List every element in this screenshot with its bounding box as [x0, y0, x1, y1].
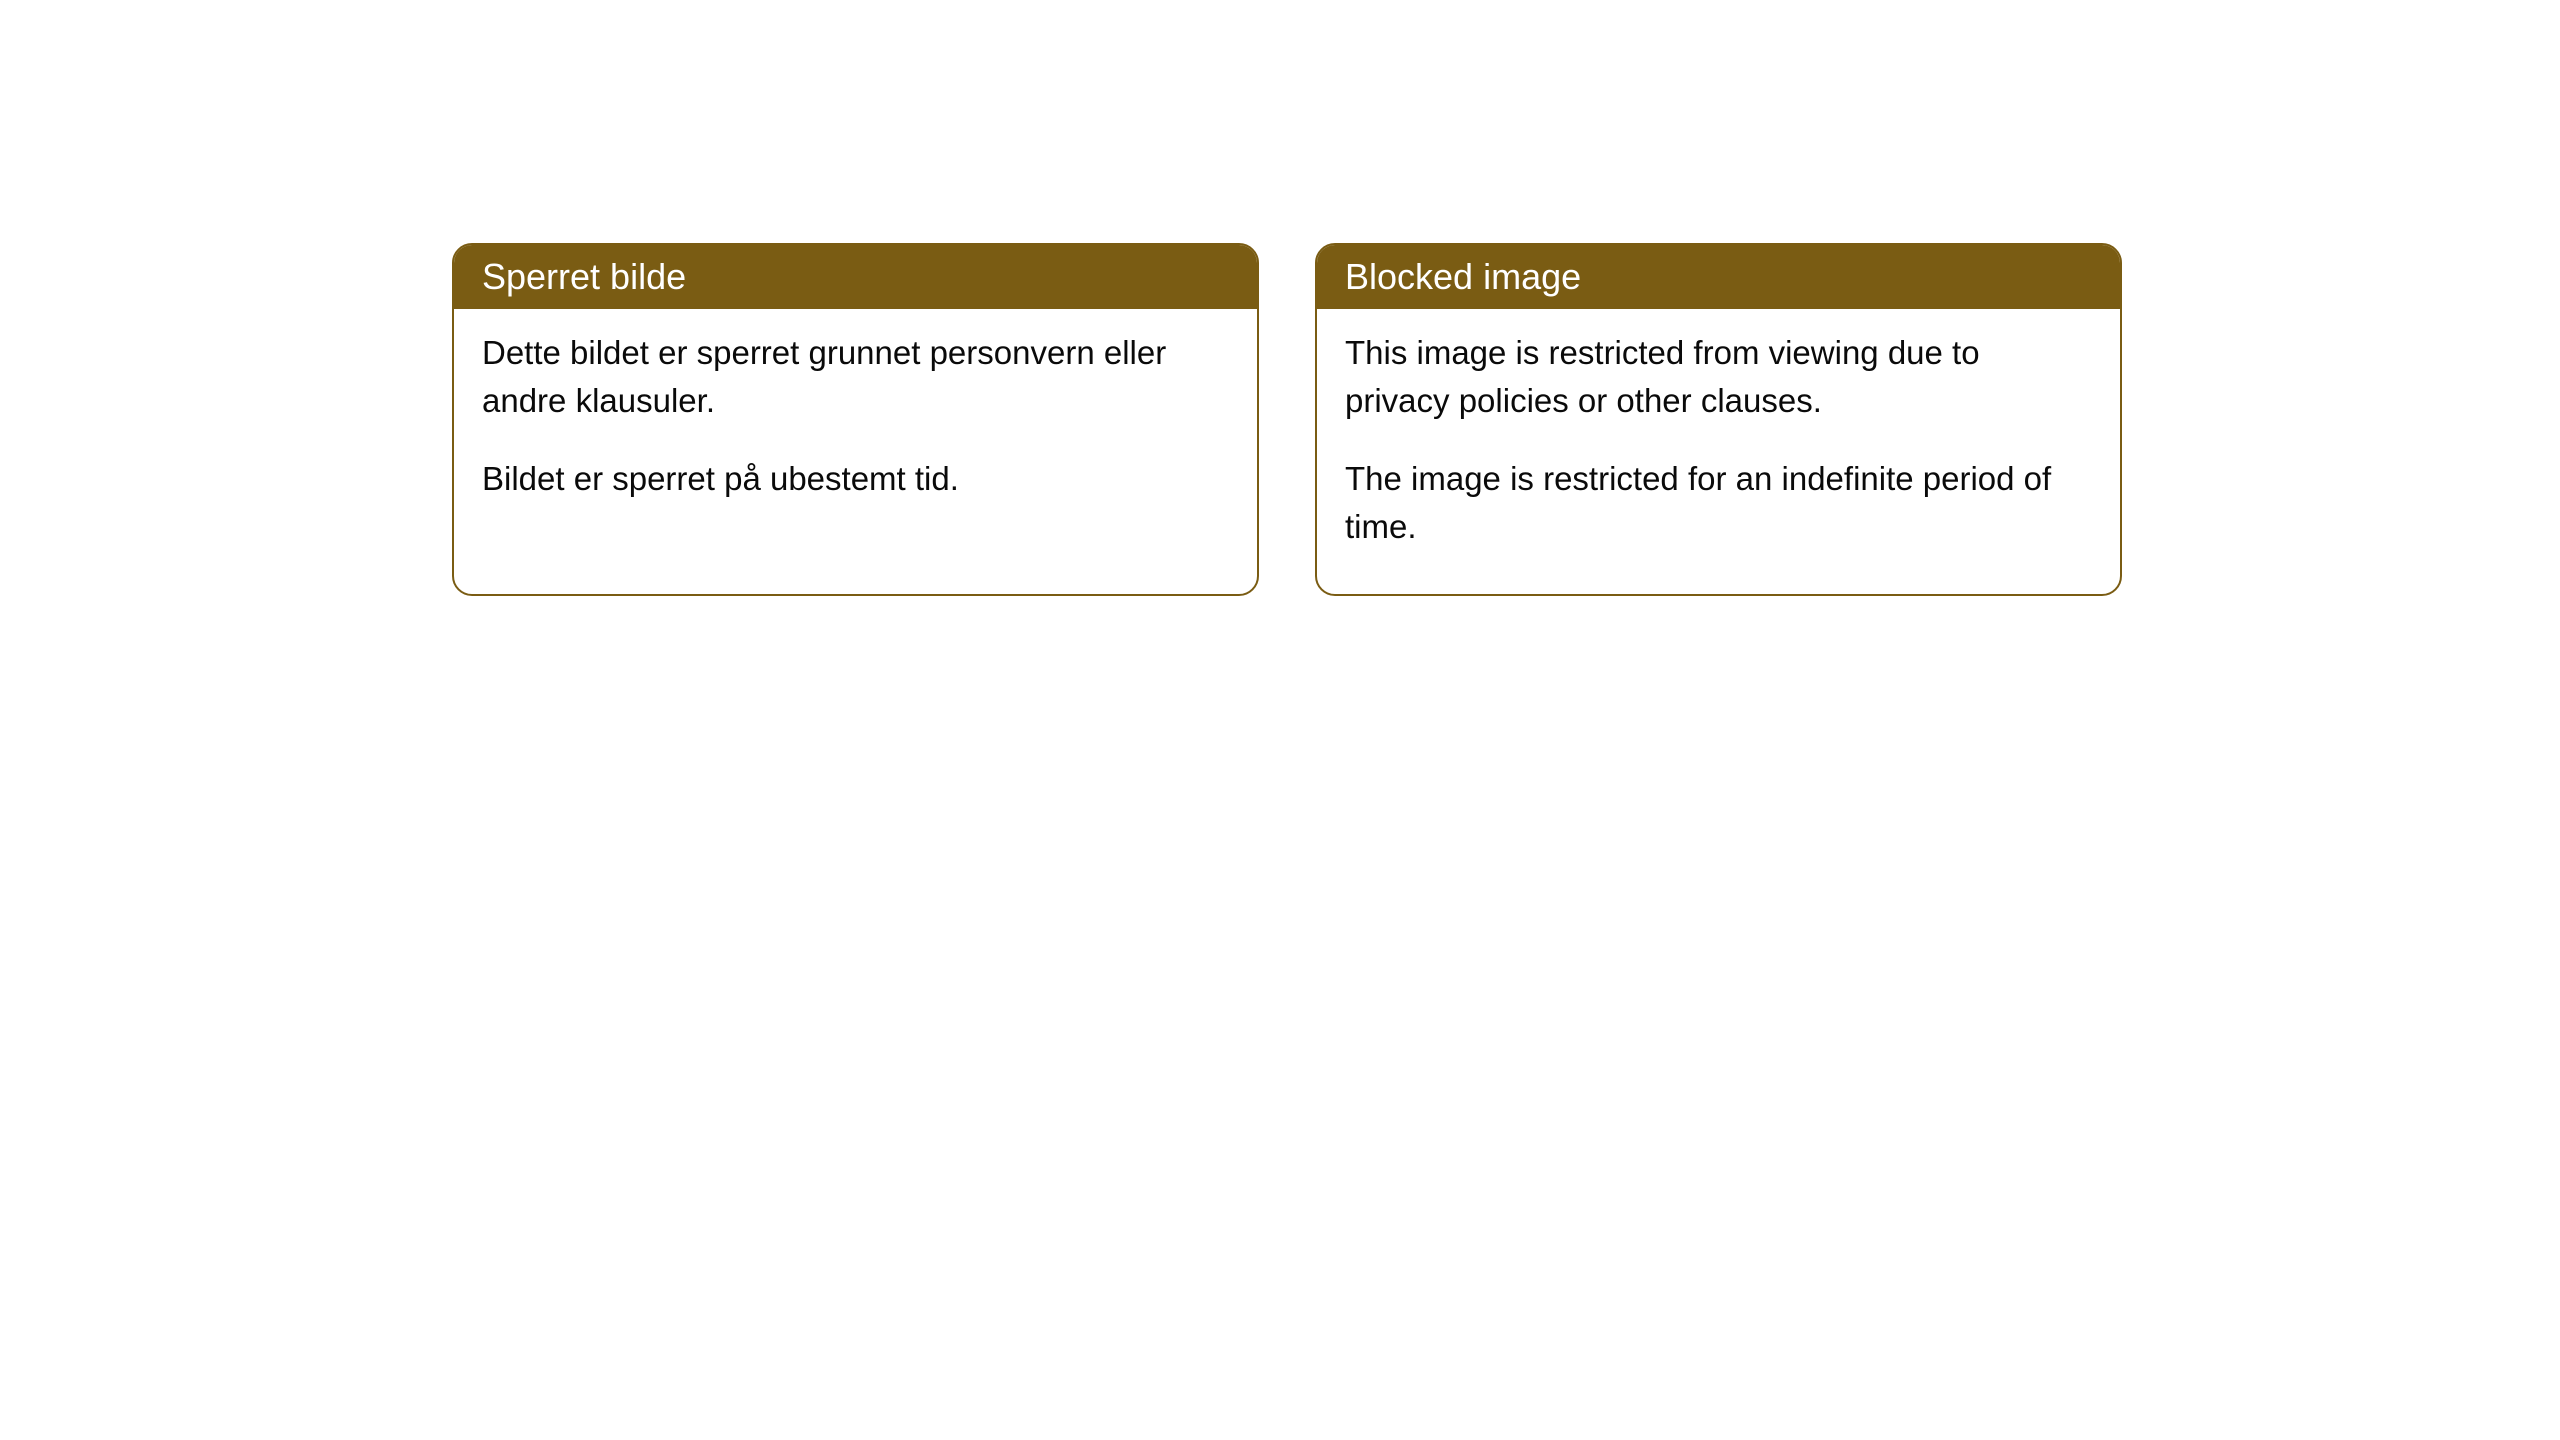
card-paragraph: Dette bildet er sperret grunnet personve…: [482, 329, 1229, 425]
card-norwegian: Sperret bilde Dette bildet er sperret gr…: [452, 243, 1259, 596]
card-header-english: Blocked image: [1317, 245, 2120, 309]
card-paragraph: Bildet er sperret på ubestemt tid.: [482, 455, 1229, 503]
card-english: Blocked image This image is restricted f…: [1315, 243, 2122, 596]
card-body-norwegian: Dette bildet er sperret grunnet personve…: [454, 309, 1257, 547]
card-header-norwegian: Sperret bilde: [454, 245, 1257, 309]
card-body-english: This image is restricted from viewing du…: [1317, 309, 2120, 594]
card-paragraph: The image is restricted for an indefinit…: [1345, 455, 2092, 551]
cards-container: Sperret bilde Dette bildet er sperret gr…: [452, 243, 2122, 596]
card-paragraph: This image is restricted from viewing du…: [1345, 329, 2092, 425]
card-title: Blocked image: [1345, 256, 1581, 297]
card-title: Sperret bilde: [482, 256, 686, 297]
